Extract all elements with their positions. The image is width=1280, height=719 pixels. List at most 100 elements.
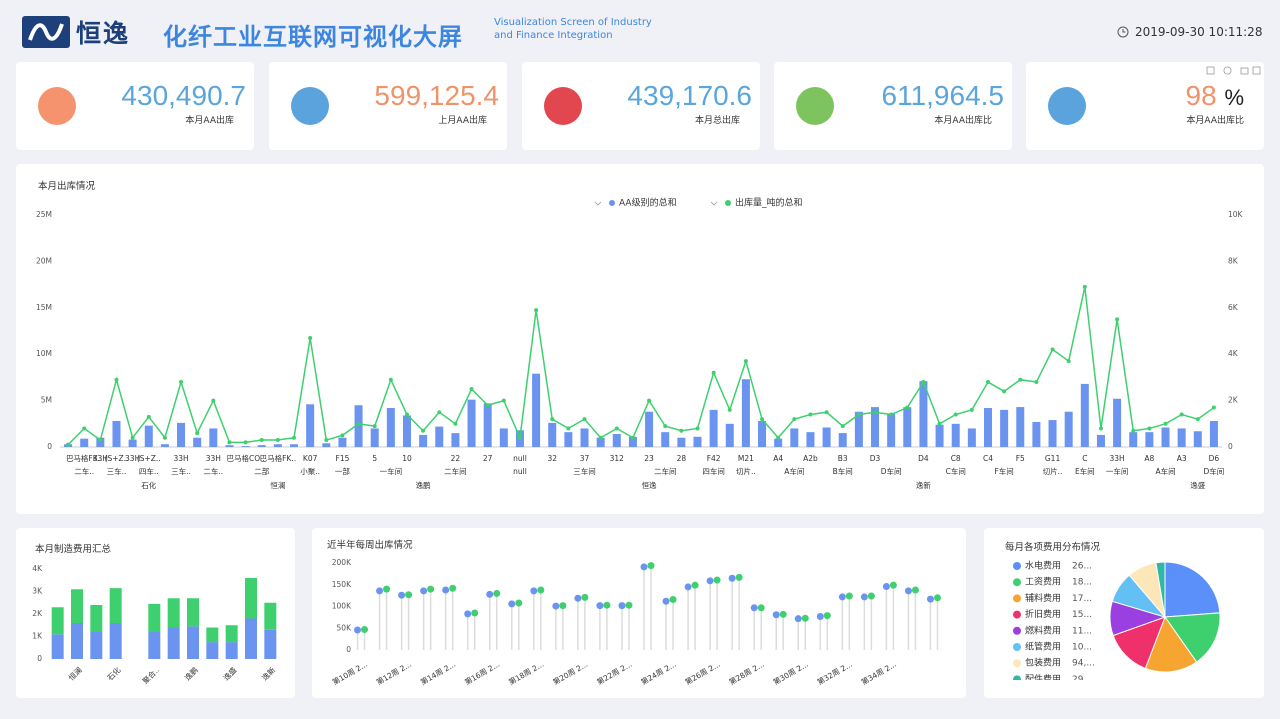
header: 恒逸 化纤工业互联网可视化大屏 Visualization Screen of …: [0, 0, 1280, 60]
bar: [468, 400, 476, 447]
card-toolbar[interactable]: [1206, 66, 1262, 76]
bar: [290, 444, 298, 447]
y-tick-label: 200K: [332, 558, 352, 567]
lollipop-dot: [670, 596, 677, 603]
x-tick-label: 二车间: [444, 466, 467, 476]
line: [68, 287, 1214, 445]
bar: [1178, 428, 1186, 447]
x-tick-label: 一车间: [380, 466, 403, 476]
bar: [1129, 432, 1137, 447]
bar: [952, 424, 960, 447]
bar: [645, 412, 653, 447]
line-point: [1131, 429, 1135, 433]
line-point: [421, 429, 425, 433]
y-tick-label: 4K: [1228, 349, 1239, 358]
line-point: [227, 440, 231, 444]
kpi-icon: [291, 87, 329, 125]
legend-value: 26...: [1072, 562, 1092, 572]
lollipop-dot: [824, 612, 831, 619]
legend-label: 折旧费用: [1025, 608, 1061, 620]
x-tick-label: 切片..: [1043, 466, 1063, 476]
lollipop-dot: [905, 587, 912, 594]
bar: [839, 433, 847, 447]
bar: [322, 443, 330, 447]
line-point: [1067, 359, 1071, 363]
bar: [451, 433, 459, 447]
x-tick-label: F车间: [994, 466, 1013, 476]
line-point: [550, 417, 554, 421]
x-tick-label: null: [513, 467, 527, 476]
bar-segment: [90, 632, 102, 659]
bar: [823, 428, 831, 447]
line-point: [1002, 389, 1006, 393]
lollipop-dot: [376, 587, 383, 594]
lollipop-dot: [515, 600, 522, 607]
x-tick-label: 23: [644, 454, 654, 463]
x-tick-label: F42: [707, 454, 721, 463]
x-tick-label: 32: [547, 454, 557, 463]
bar-segment: [148, 604, 160, 632]
line-point: [518, 436, 522, 440]
kpi-label: 上月AA出库: [438, 113, 487, 126]
line-point: [986, 380, 990, 384]
x-tick-label: D6: [1209, 454, 1220, 463]
line-point: [1147, 426, 1151, 430]
legend-marker: [1013, 627, 1021, 635]
x-tick-label: null: [513, 454, 527, 463]
line-point: [308, 336, 312, 340]
line-point: [453, 422, 457, 426]
y-tick-label: 150K: [332, 580, 352, 589]
y-tick-label: 100K: [332, 602, 352, 611]
y-tick-label: 2K: [1228, 396, 1239, 405]
bar: [984, 408, 992, 447]
bar-segment: [168, 598, 180, 627]
kpi-value: 98: [1186, 80, 1217, 111]
x-tick-label: 33H: [173, 454, 188, 463]
lollipop-dot: [641, 563, 648, 570]
line-point: [147, 415, 151, 419]
legend-label: 燃料费用: [1025, 624, 1061, 636]
lollipop-dot: [648, 562, 655, 569]
chart: 050K100K150K200K第10周 2...第12周 2...第14周 2…: [312, 528, 966, 698]
kpi-label: 本月AA出库比: [934, 113, 992, 126]
lollipop-dot: [618, 602, 625, 609]
x-tick-label: 312: [610, 454, 625, 463]
x-tick-label: 33H: [206, 454, 221, 463]
x-tick-label: M21: [738, 454, 754, 463]
line-point: [1051, 348, 1055, 352]
legend-value: 18...: [1072, 578, 1092, 588]
x-tick-label: 22: [451, 454, 461, 463]
bar: [710, 410, 718, 447]
bar: [661, 432, 669, 447]
bar: [758, 421, 766, 447]
x-tick-label: D3: [870, 454, 881, 463]
bar-segment: [187, 598, 199, 626]
kpi-value-group: 98 %: [1186, 80, 1245, 112]
lollipop-dot: [383, 586, 390, 593]
bar: [887, 414, 895, 447]
x-tick-label: (S+Z..: [137, 454, 161, 463]
x-tick-label: F15: [336, 454, 350, 463]
page-subtitle: Visualization Screen of Industry and Fin…: [494, 16, 669, 42]
line-point: [889, 413, 893, 417]
kpi-icon: [38, 87, 76, 125]
x-tick-label: E车间: [1075, 466, 1095, 476]
x-tick-label: A3: [1177, 454, 1187, 463]
lollipop-dot: [861, 593, 868, 600]
bar: [225, 445, 233, 447]
x-tick-label: 二部: [254, 466, 269, 476]
lollipop-dot: [685, 583, 692, 590]
x-tick-label: 第32周 2...: [815, 659, 854, 687]
line-point: [340, 433, 344, 437]
line-point: [760, 417, 764, 421]
lollipop-dot: [596, 602, 603, 609]
x-tick-label: 三车间: [573, 466, 596, 476]
kpi-icon: [544, 87, 582, 125]
lollipop-dot: [714, 576, 721, 583]
lollipop-dot: [758, 604, 765, 611]
x-tick-label: 第22周 2...: [595, 659, 634, 687]
y-tick-label: 0: [346, 645, 351, 654]
lollipop-dot: [405, 591, 412, 598]
lollipop-dot: [846, 593, 853, 600]
line-point: [744, 359, 748, 363]
